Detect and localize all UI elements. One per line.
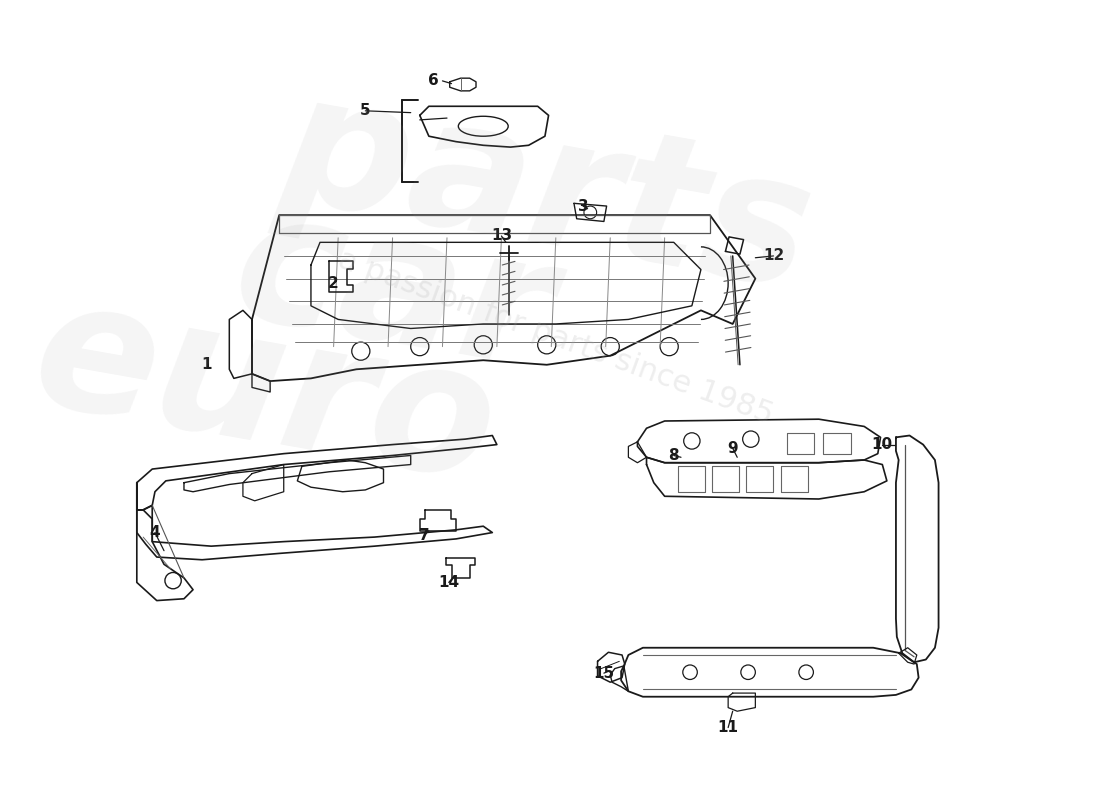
Text: 6: 6 (428, 74, 439, 88)
Text: 4: 4 (150, 525, 161, 540)
Text: 2: 2 (328, 276, 339, 290)
Text: 3: 3 (578, 198, 588, 214)
Text: car: car (221, 178, 564, 406)
Text: 15: 15 (593, 666, 615, 681)
Text: parts: parts (268, 59, 825, 326)
Text: 14: 14 (438, 575, 460, 590)
Text: 12: 12 (763, 249, 784, 263)
Text: 11: 11 (717, 720, 738, 735)
Text: 1: 1 (201, 358, 212, 372)
Text: 9: 9 (727, 441, 738, 456)
Text: 7: 7 (419, 528, 430, 542)
Text: 10: 10 (872, 437, 893, 452)
Text: 13: 13 (491, 229, 512, 243)
Text: 5: 5 (360, 103, 371, 118)
Text: a passion for parts since 1985: a passion for parts since 1985 (334, 245, 778, 430)
Text: 8: 8 (669, 448, 679, 463)
Text: euro: euro (22, 265, 509, 519)
